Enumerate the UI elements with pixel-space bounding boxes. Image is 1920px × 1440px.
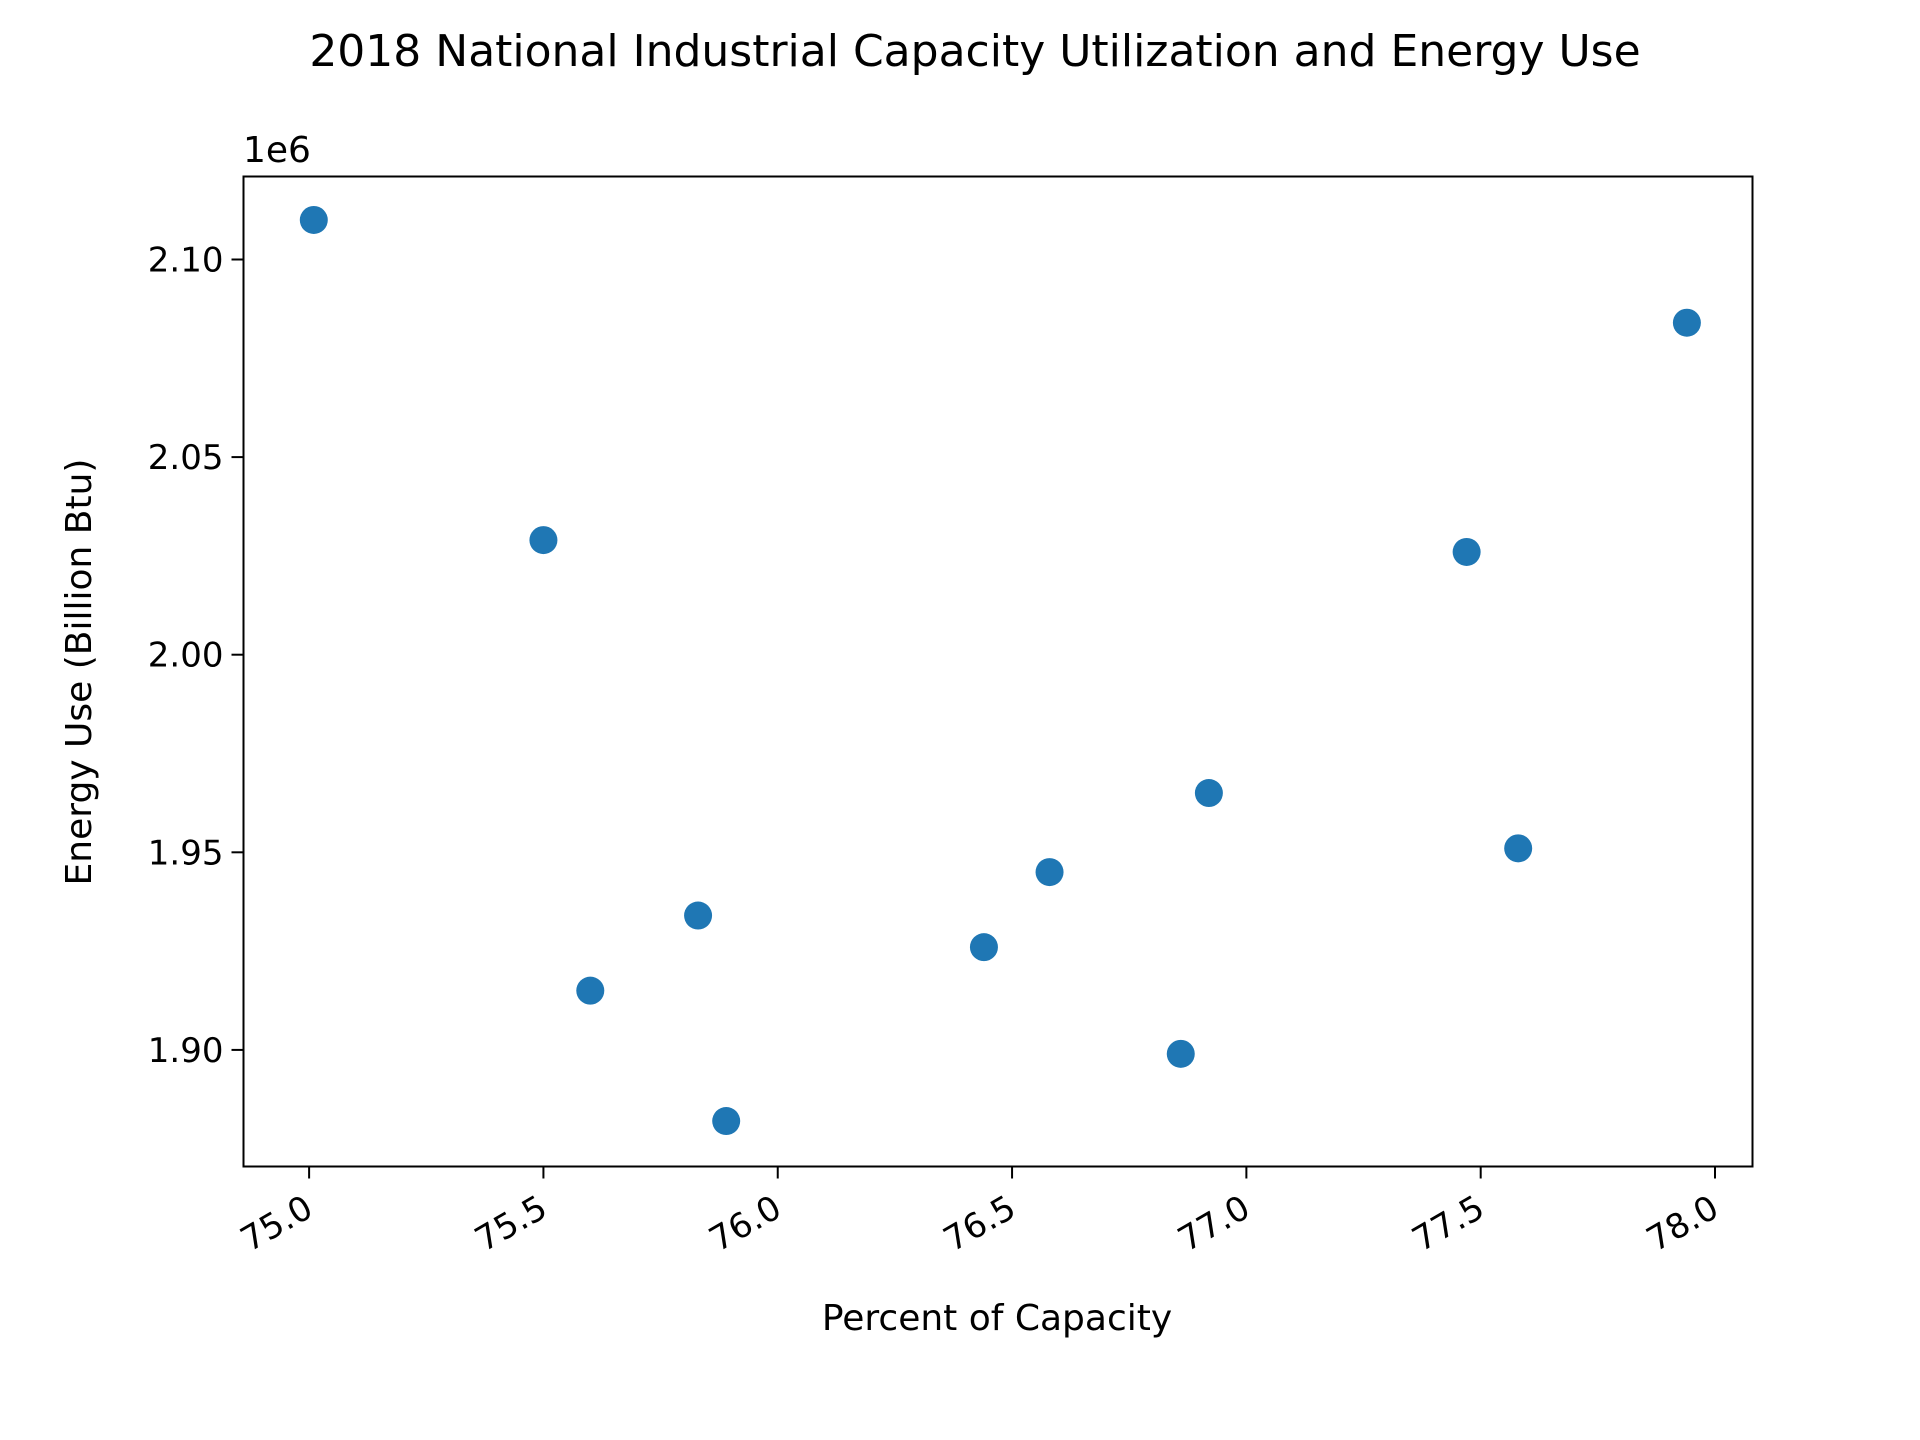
scatter-point (576, 976, 605, 1005)
y-tick-label: 1.90 (148, 1031, 224, 1071)
scatter-point (1166, 1039, 1195, 1068)
plot-area-frame (242, 175, 1754, 1168)
scatter-point (969, 933, 998, 962)
y-axis-offset-label: 1e6 (243, 130, 311, 171)
x-axis-ticks: 75.0 75.5 76.0 76.5 77.0 77.5 78.0 (234, 1166, 1726, 1260)
x-tick-label: 77.5 (1406, 1188, 1492, 1260)
x-tick-label: 76.5 (937, 1188, 1023, 1260)
data-points (299, 205, 1701, 1136)
scatter-point (1194, 779, 1223, 808)
scatter-point (1672, 308, 1701, 337)
y-axis-ticks: 1.90 1.95 2.00 2.05 2.10 (148, 240, 244, 1071)
y-tick-label: 2.00 (148, 636, 224, 676)
x-tick-label: 78.0 (1640, 1188, 1726, 1260)
scatter-point (684, 901, 713, 930)
scatter-point (299, 205, 328, 234)
y-tick-label: 2.10 (148, 240, 224, 280)
scatter-point (1504, 834, 1533, 863)
x-tick-label: 75.0 (234, 1188, 320, 1260)
scatter-point (712, 1107, 741, 1136)
x-tick-label: 75.5 (468, 1188, 554, 1260)
scatter-point (529, 526, 558, 555)
y-axis-label: Energy Use (Billion Btu) (59, 459, 100, 886)
x-axis-label: Percent of Capacity (822, 1298, 1172, 1339)
x-tick-label: 76.0 (703, 1188, 789, 1260)
y-tick-label: 1.95 (148, 833, 224, 873)
scatter-point (1035, 858, 1064, 887)
x-tick-label: 77.0 (1171, 1188, 1257, 1260)
scatter-point (1452, 537, 1481, 566)
chart-title: 2018 National Industrial Capacity Utiliz… (309, 26, 1640, 77)
y-tick-label: 2.05 (148, 438, 224, 478)
